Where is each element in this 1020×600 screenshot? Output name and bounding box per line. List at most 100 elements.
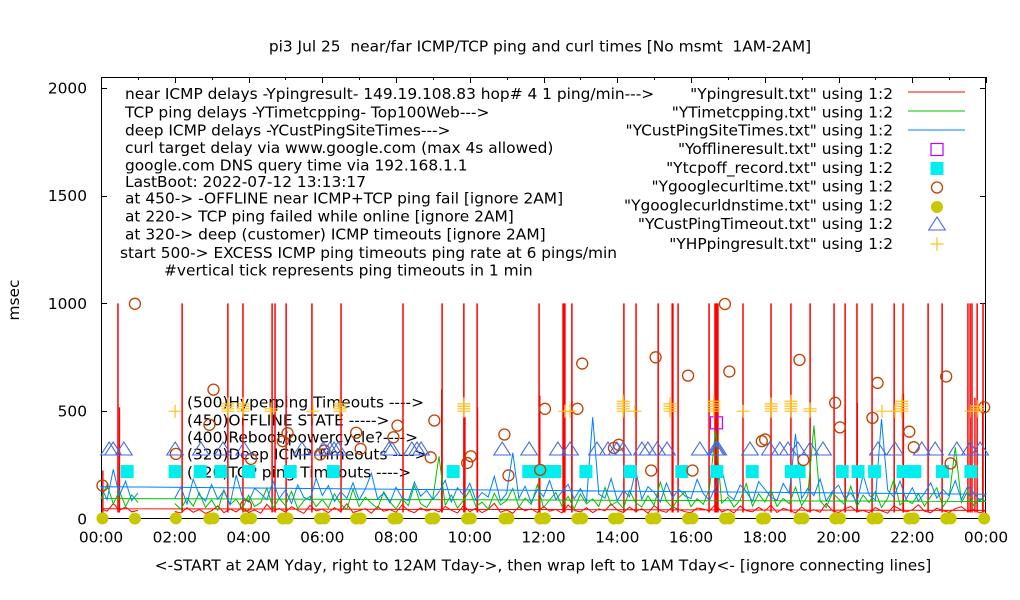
yhppingresult-plus-marker [563, 404, 577, 418]
ygooglecurltime-circle-open-marker [686, 464, 699, 477]
ycustpingtimeout-triangle-open-marker [868, 440, 888, 456]
yhppingresult-plus-marker [221, 397, 235, 411]
y-tick-label: 1000 [48, 295, 87, 313]
ycustpingtimeout-triangle-open-marker [690, 440, 710, 456]
legend-label: "Ygooglecurldnstime.txt" using 1:2 [624, 197, 893, 215]
ytcpoff_record-square-filled-marker [935, 465, 949, 479]
ytcpoff_record-square-filled-marker [168, 465, 182, 479]
yhppingresult-plus-marker [803, 402, 817, 416]
ygooglecurltime-circle-open-marker [829, 396, 842, 409]
ygooglecurldnstime-circle-filled-marker [281, 512, 294, 525]
header-label-icmp: near ICMP delays -Ypingresult- 149.19.10… [125, 85, 654, 103]
legend-entry: "Yofflineresult.txt" using 1:2 [678, 140, 944, 158]
header-label-excess-icmp: start 500-> EXCESS ICMP ping timeouts pi… [120, 244, 617, 262]
header-label-vertical-tick-note: #vertical tick represents ping timeouts … [164, 262, 533, 280]
ygooglecurldnstime-circle-filled-marker [169, 512, 182, 525]
ygooglecurltime-circle-open-marker [871, 376, 884, 390]
yhppingresult-plus-marker [264, 402, 278, 416]
ygooglecurltime-circle-open-marker [534, 463, 547, 476]
yhppingresult-plus-marker [457, 397, 471, 411]
x-tick-label: 16:00 [669, 529, 713, 547]
ycustpingtimeout-triangle-open-marker [778, 440, 798, 456]
ycustpingtimeout-triangle-open-marker [800, 440, 820, 456]
yhppingresult-plus-marker [971, 399, 985, 413]
ycustpingtimeout-triangle-open-marker [519, 440, 539, 456]
ygooglecurltime-circle-open-marker [538, 402, 552, 415]
ycustpingtimeout-triangle-open-marker [885, 440, 905, 456]
ycustpingsitetimes-line [100, 417, 988, 507]
ygooglecurltime-circle-open-marker [649, 351, 662, 364]
ygooglecurldnstime-circle-filled-marker [759, 512, 772, 525]
ygooglecurltime-circle-open-marker [350, 426, 363, 439]
ygooglecurltime-circle-open-marker [461, 456, 474, 470]
x-tick-label: 04:00 [226, 529, 270, 547]
legend-entry: "Ygooglecurldnstime.txt" using 1:2 [624, 197, 943, 215]
ycustpingtimeout-triangle-open-marker [548, 440, 568, 456]
ytimetcpping-line [100, 425, 987, 512]
ygooglecurltime-circle-open-marker [571, 402, 584, 415]
legend-sample-yofflineresult [930, 142, 944, 157]
legend-sample-ytcpoff-record [930, 162, 944, 175]
legend-label: "Ytcpoff_record.txt" using 1:2 [666, 159, 893, 178]
series-ytcpoff_record [120, 465, 978, 479]
ygooglecurltime-circle-open-marker [428, 414, 441, 427]
ygooglecurldnstime-circle-filled-marker [944, 512, 957, 525]
ygooglecurldnstime-circle-filled-marker [833, 512, 846, 525]
ygooglecurltime-circle-open-marker [169, 447, 183, 461]
ygooglecurldnstime-circle-filled-marker [391, 512, 404, 525]
ytcpoff_record-square-filled-marker [908, 465, 922, 479]
legend-circle-open-icon [930, 181, 944, 194]
ytcpoff_record-square-filled-marker [548, 465, 562, 479]
ygooglecurltime-circle-open-marker [681, 369, 695, 382]
ygooglecurltime-circle-open-marker [718, 297, 732, 311]
ygooglecurltime-circle-open-marker [387, 431, 400, 444]
ycustpingtimeout-triangle-open-marker [213, 440, 233, 456]
ycustpingtimeout-triangle-open-marker [970, 440, 990, 456]
header-labels: near ICMP delays -Ypingresult- 149.19.10… [120, 85, 654, 280]
ycustpingtimeout-triangle-open-marker [328, 440, 348, 456]
ycustpingtimeout-triangle-open-marker [492, 440, 512, 456]
ygooglecurltime-circle-open-marker [866, 411, 879, 425]
ytcpoff_record-square-filled-marker [745, 465, 759, 479]
plot-series [96, 297, 991, 525]
ygooglecurldnstime-circle-filled-marker [428, 512, 441, 525]
legend-label: "YHPpingresult.txt" using 1:2 [669, 235, 893, 253]
ycustpingtimeout-triangle-open-marker [788, 440, 808, 456]
header-label-offline: at 450-> -OFFLINE near ICMP+TCP ping fai… [125, 189, 563, 207]
yhppingresult-plus-marker [628, 404, 642, 418]
ytcpoff_record-square-filled-marker [623, 465, 637, 479]
legend-entry: "YCustPingTimeout.txt" using 1:2 [638, 215, 947, 233]
ygooglecurltime-circle-open-marker [907, 441, 920, 454]
ygooglecurltime-circle-open-marker [612, 438, 625, 451]
chart-title: pi3 Jul 25 near/far ICMP/TCP ping and cu… [269, 38, 811, 56]
ygooglecurltime-circle-open-marker [391, 419, 404, 432]
legend-entry: "YHPpingresult.txt" using 1:2 [669, 235, 944, 253]
ycustpingtimeout-triangle-open-marker [925, 440, 945, 456]
series-ycustpingsitetimes [100, 417, 988, 507]
legend-entry: "Ytcpoff_record.txt" using 1:2 [666, 159, 944, 178]
series-ygooglecurltime [96, 297, 991, 512]
ygooglecurltime-circle-open-marker [903, 425, 916, 438]
yofflineresult-square-open-marker [709, 416, 724, 430]
series-ytimetcpping [100, 425, 987, 512]
x-tick-label: 14:00 [595, 529, 639, 547]
ygooglecurltime-circle-open-marker [203, 418, 216, 431]
legend-plus-icon [930, 237, 944, 251]
ygooglecurltime-circle-open-marker [502, 469, 515, 482]
yhppingresult-plus-marker [306, 404, 320, 418]
axes: 0 500 1000 1500 2000 00:00 02:00 04:00 06:00 08:0… [48, 77, 1008, 547]
legend-entry: "Ygooglecurltime.txt" using 1:2 [652, 178, 944, 196]
legend-entry: "YTimetcpping.txt" using 1:2 [672, 103, 965, 121]
header-label-lastboot: LastBoot: 2022-07-12 13:13:17 [125, 173, 366, 191]
ygooglecurldnstime-circle-filled-marker [96, 512, 109, 525]
yhppingresult-plus-marker [663, 397, 677, 411]
ygooglecurltime-circle-open-marker [723, 365, 736, 378]
marker-label-hyperping: (500)Hyperping Timeouts ----> [187, 394, 424, 412]
ycustpingtimeout-triangle-open-marker [740, 440, 760, 456]
series-ycustpingtimeout [99, 440, 990, 456]
ygooglecurldnstime-circle-filled-marker [318, 512, 331, 525]
yhppingresult-plus-marker [784, 394, 798, 408]
ycustpingtimeout-triangle-open-marker [647, 440, 667, 456]
x-tick-label: 20:00 [816, 529, 860, 547]
series-yofflineresult [709, 416, 724, 430]
